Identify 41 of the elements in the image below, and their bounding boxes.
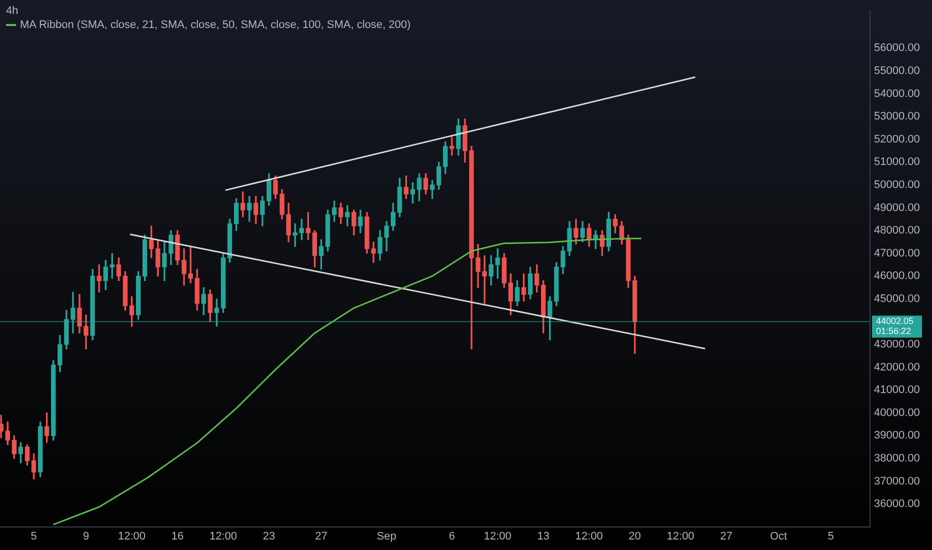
y-tick-label: 52000.00 xyxy=(874,133,920,146)
y-tick-label: 49000.00 xyxy=(874,202,920,214)
y-tick-label: 50000.00 xyxy=(874,178,920,191)
y-tick-label: 54000.00 xyxy=(874,88,920,100)
y-tick-label: 56000.00 xyxy=(874,42,920,54)
y-tick-label: 37000.00 xyxy=(874,475,920,488)
y-tick-label: 48000.00 xyxy=(874,224,920,237)
x-tick-label: 12:00 xyxy=(484,530,512,542)
y-tick-label: 36000.00 xyxy=(874,498,920,510)
legend-label: MA Ribbon (SMA, close, 21, SMA, close, 50, SMA, close, 100, SMA, close, 200) xyxy=(19,18,411,32)
y-tick-label: 53000.00 xyxy=(874,110,920,123)
chart-title: 4h xyxy=(6,4,20,18)
y-tick-label: 55000.00 xyxy=(874,65,920,78)
y-tick-label: 51000.00 xyxy=(874,156,920,168)
x-tick-label: 16 xyxy=(171,530,184,542)
x-tick-label: 13 xyxy=(537,530,550,542)
y-tick-label: 45000.00 xyxy=(874,292,920,305)
ref-line-label: 44002.05 xyxy=(876,316,914,326)
x-tick-label: 23 xyxy=(262,530,276,542)
x-tick-label: 5 xyxy=(30,530,37,542)
y-tick-label: 43000.00 xyxy=(874,338,920,351)
x-tick-label: 20 xyxy=(628,530,641,542)
x-tick-label: 27 xyxy=(720,530,732,542)
y-tick-label: 47000.00 xyxy=(874,247,920,260)
text: 01:56:22 xyxy=(876,326,912,336)
x-tick-label: 9 xyxy=(82,530,90,542)
y-tick-label: 46000.00 xyxy=(874,270,920,282)
x-tick-label: 12:00 xyxy=(118,530,146,542)
x-tick-label: Sep xyxy=(376,530,396,542)
x-tick-label: 27 xyxy=(315,530,328,542)
y-tick-label: 39000.00 xyxy=(874,430,920,442)
x-tick-label: 6 xyxy=(448,530,455,542)
y-tick-label: 38000.00 xyxy=(874,452,920,464)
y-tick-label: 40000.00 xyxy=(874,406,920,419)
y-tick-label: 42000.00 xyxy=(874,361,920,374)
x-tick-label: 5 xyxy=(828,530,834,542)
x-tick-label: 12:00 xyxy=(209,530,237,542)
x-tick-label: 12:00 xyxy=(666,530,694,542)
x-tick-label: Oct xyxy=(770,530,788,542)
x-tick-label: 12:00 xyxy=(575,530,603,542)
y-tick-label: 41000.00 xyxy=(874,384,920,396)
